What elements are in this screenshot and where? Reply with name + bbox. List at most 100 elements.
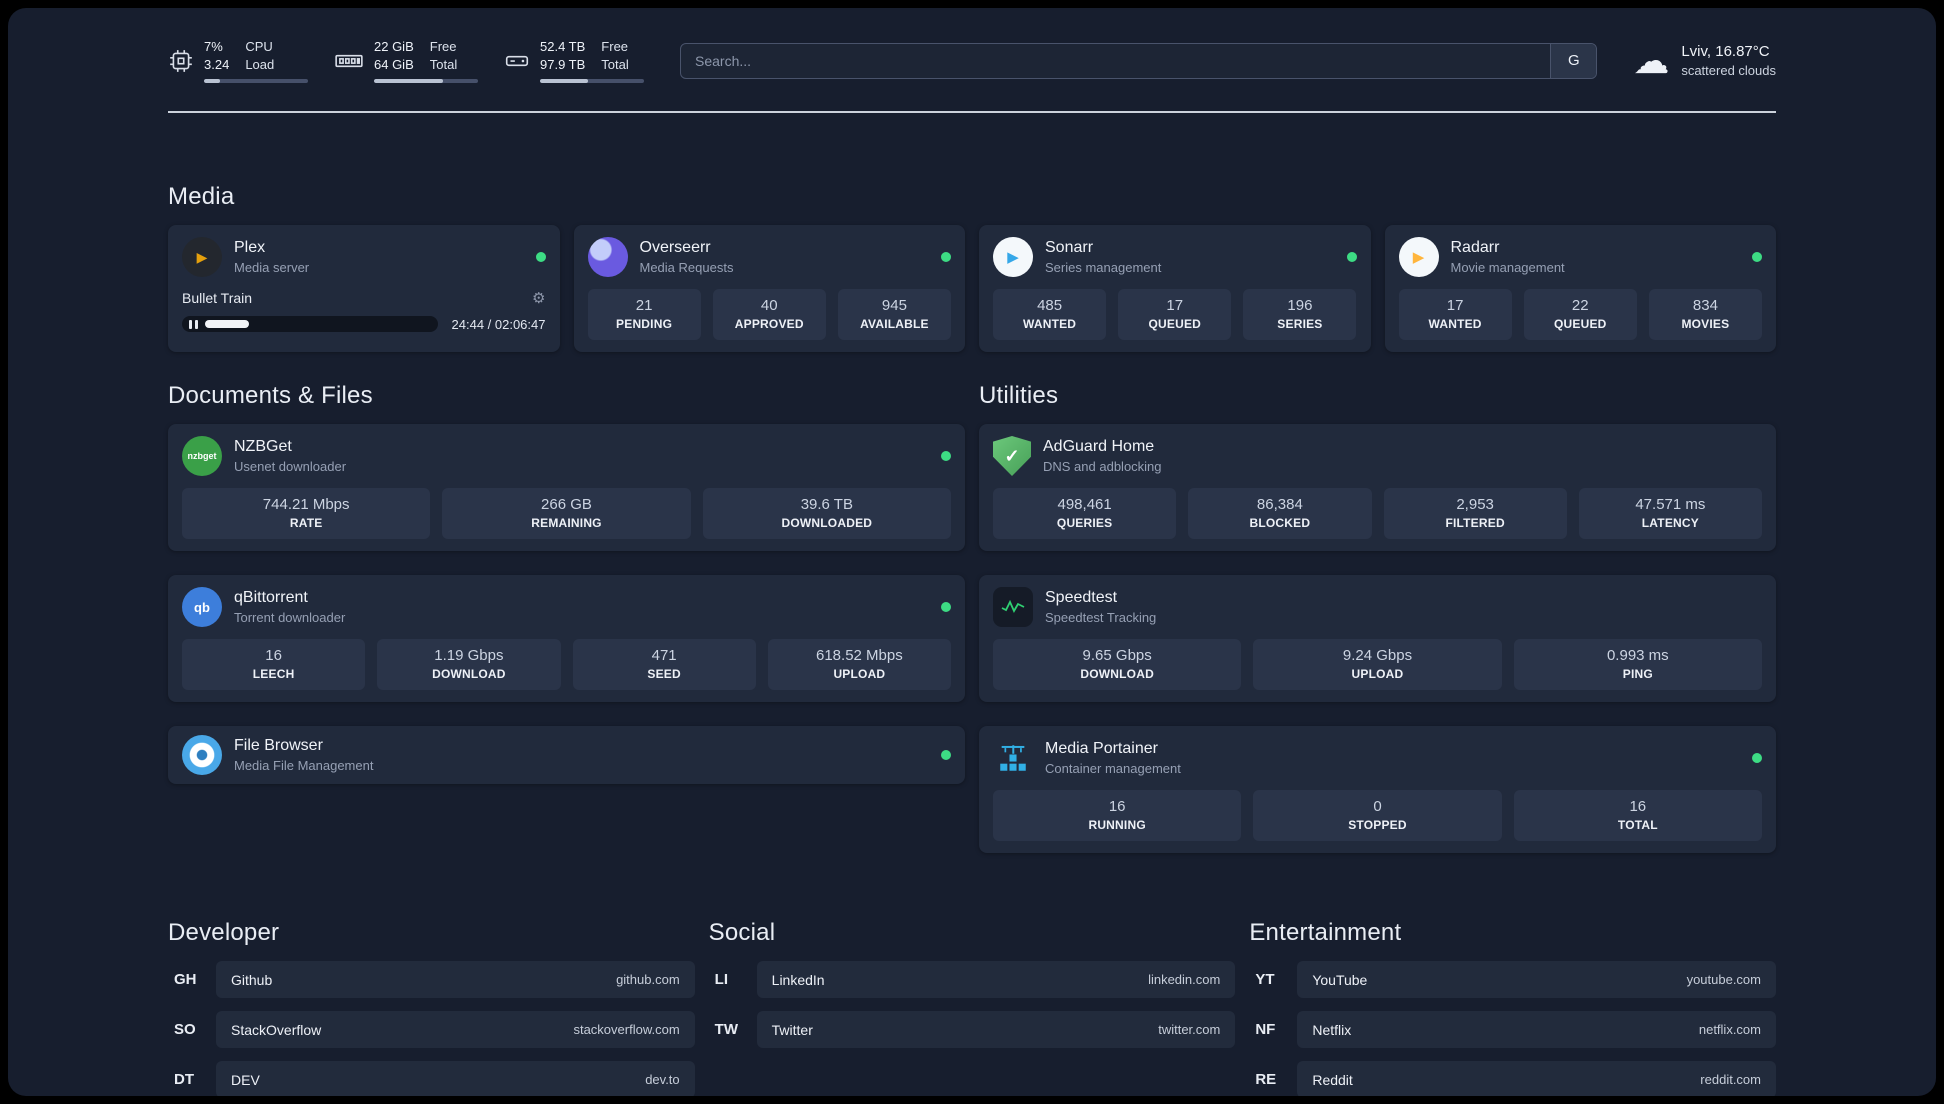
bookmark-row: GH Github github.com [168, 961, 695, 998]
stat-value: 485 [1037, 297, 1063, 314]
stat-value: 86,384 [1256, 496, 1303, 513]
stat-label: RUNNING [1088, 818, 1146, 832]
disk-progress-bar [540, 79, 644, 83]
bookmark-dev[interactable]: DEV dev.to [216, 1061, 695, 1096]
stat-value: 22 [1571, 297, 1589, 314]
stat-label: QUEUED [1553, 317, 1607, 331]
stat-label: PING [1622, 667, 1653, 681]
stat-tile: 498,461 QUERIES [993, 488, 1177, 539]
bookmark-row: SO StackOverflow stackoverflow.com [168, 1011, 695, 1048]
gear-icon[interactable]: ⚙ [532, 290, 546, 307]
status-dot [1752, 252, 1762, 262]
stat-tile: 16 LEECH [182, 639, 366, 690]
app-desc: Series management [1045, 260, 1162, 275]
bookmark-row: DT DEV dev.to [168, 1061, 695, 1096]
app-card-nzbget[interactable]: nzbget NZBGet Usenet downloader 744.21 M… [168, 424, 965, 551]
playback-fill [205, 320, 249, 328]
bookmark-url: netflix.com [1698, 1022, 1761, 1037]
playback-time: 24:44 / 02:06:47 [451, 316, 546, 332]
bookmark-linkedin[interactable]: LinkedIn linkedin.com [756, 961, 1236, 998]
app-card-radarr[interactable]: ▶ Radarr Movie management 17 WANTED [1384, 225, 1776, 352]
app-name: Plex [234, 239, 266, 256]
filebrowser-icon [182, 735, 222, 775]
bookmark-abbr: NF [1255, 1021, 1276, 1038]
app-card-plex[interactable]: ▶ Plex Media server Bullet Train ⚙ [168, 225, 560, 352]
stat-label: DOWNLOAD [432, 667, 506, 681]
stat-tile: 9.65 Gbps DOWNLOAD [993, 639, 1242, 690]
section-title-media: Media [168, 183, 235, 210]
bookmark-name: Netflix [1312, 1021, 1352, 1038]
stat-tile: 17 WANTED [1398, 289, 1512, 340]
status-dot [941, 750, 951, 760]
app-name: Overseerr [639, 239, 711, 256]
stat-label: BLOCKED [1249, 516, 1311, 530]
app-name: Speedtest [1045, 589, 1118, 606]
cloud-icon: ☁ [1633, 39, 1670, 81]
stat-label: WANTED [1022, 317, 1077, 331]
stat-tile: 471 SEED [572, 639, 756, 690]
stat-label: STOPPED [1348, 818, 1407, 832]
portainer-crane-icon [993, 738, 1033, 778]
section-title-developer: Developer [168, 919, 280, 946]
app-card-speedtest[interactable]: Speedtest Speedtest Tracking 9.65 Gbps D… [979, 575, 1776, 702]
stat-tile: 266 GB REMAINING [442, 488, 691, 539]
stat-value: 17 [1446, 297, 1464, 314]
disk-drive-icon [504, 48, 530, 74]
bookmark-youtube[interactable]: YouTube youtube.com [1297, 961, 1776, 998]
stat-tile: 9.24 Gbps UPLOAD [1253, 639, 1502, 690]
stat-tile: 22 QUEUED [1523, 289, 1637, 340]
stat-tile: 0.993 ms PING [1513, 639, 1762, 690]
app-card-qbittorrent[interactable]: qb qBittorrent Torrent downloader 16 LEE… [168, 575, 965, 702]
app-card-overseerr[interactable]: Overseerr Media Requests 21 PENDING 40 A… [573, 225, 965, 352]
stat-value: 9.24 Gbps [1342, 647, 1413, 664]
stat-value: 21 [635, 297, 653, 314]
bookmark-url: github.com [616, 972, 680, 987]
stat-value: 471 [651, 647, 677, 664]
disk-free-label: Free [601, 39, 629, 54]
weather-widget: ☁ Lviv, 16.87°C scattered clouds [1633, 39, 1776, 81]
cpu-percent-value: 7% [204, 39, 223, 54]
memory-total-value: 64 GiB [374, 57, 414, 72]
radarr-icon: ▶ [1398, 237, 1439, 277]
bookmark-reddit[interactable]: Reddit reddit.com [1297, 1061, 1776, 1096]
bookmark-url: linkedin.com [1148, 972, 1221, 987]
bookmark-name: Twitter [771, 1021, 813, 1038]
stat-tile: 1.19 Gbps DOWNLOAD [377, 639, 561, 690]
stat-label: UPLOAD [1351, 667, 1404, 681]
nzbget-icon: nzbget [182, 436, 222, 476]
app-name: qBittorrent [234, 589, 308, 606]
topbar: 7% 3.24 CPU Load [168, 38, 1776, 83]
overseerr-icon [587, 237, 628, 277]
app-card-sonarr[interactable]: ▶ Sonarr Series management 485 WANTED [979, 225, 1371, 352]
app-name: File Browser [234, 737, 323, 754]
cpu-progress-bar [204, 79, 308, 83]
stat-value: 16 [1108, 798, 1126, 815]
bookmark-name: Reddit [1312, 1071, 1353, 1088]
stat-tile: 17 QUEUED [1118, 289, 1232, 340]
stat-tile: 618.52 Mbps UPLOAD [767, 639, 951, 690]
cpu-widget: 7% 3.24 CPU Load [168, 38, 308, 83]
playback-progress-bar[interactable] [182, 316, 438, 332]
qbittorrent-icon: qb [182, 587, 222, 627]
cpu-label: CPU [245, 39, 273, 54]
bookmark-twitter[interactable]: Twitter twitter.com [756, 1011, 1236, 1048]
app-card-filebrowser[interactable]: File Browser Media File Management [168, 726, 965, 784]
app-card-adguard[interactable]: ✓ AdGuard Home DNS and adblocking 498,46… [979, 424, 1776, 551]
bookmark-netflix[interactable]: Netflix netflix.com [1297, 1011, 1776, 1048]
app-desc: Container management [1045, 761, 1181, 776]
stat-value: 266 GB [541, 496, 592, 513]
bookmark-stackoverflow[interactable]: StackOverflow stackoverflow.com [216, 1011, 695, 1048]
bookmark-github[interactable]: Github github.com [216, 961, 695, 998]
stat-value: 196 [1287, 297, 1313, 314]
app-card-portainer[interactable]: Media Portainer Container management 16 … [979, 726, 1776, 853]
disk-progress-fill [540, 79, 588, 83]
stat-value: 16 [1629, 798, 1647, 815]
pause-icon[interactable] [189, 319, 198, 329]
stat-label: AVAILABLE [860, 317, 929, 331]
section-developer: Developer GH Github github.com SO StackO… [168, 919, 695, 1096]
status-dot [1346, 252, 1357, 262]
section-social: Social LI LinkedIn linkedin.com TW Twitt… [709, 919, 1236, 1048]
status-dot [941, 252, 951, 262]
search-provider-button[interactable]: G [1550, 43, 1597, 78]
search-input[interactable] [681, 43, 1551, 78]
